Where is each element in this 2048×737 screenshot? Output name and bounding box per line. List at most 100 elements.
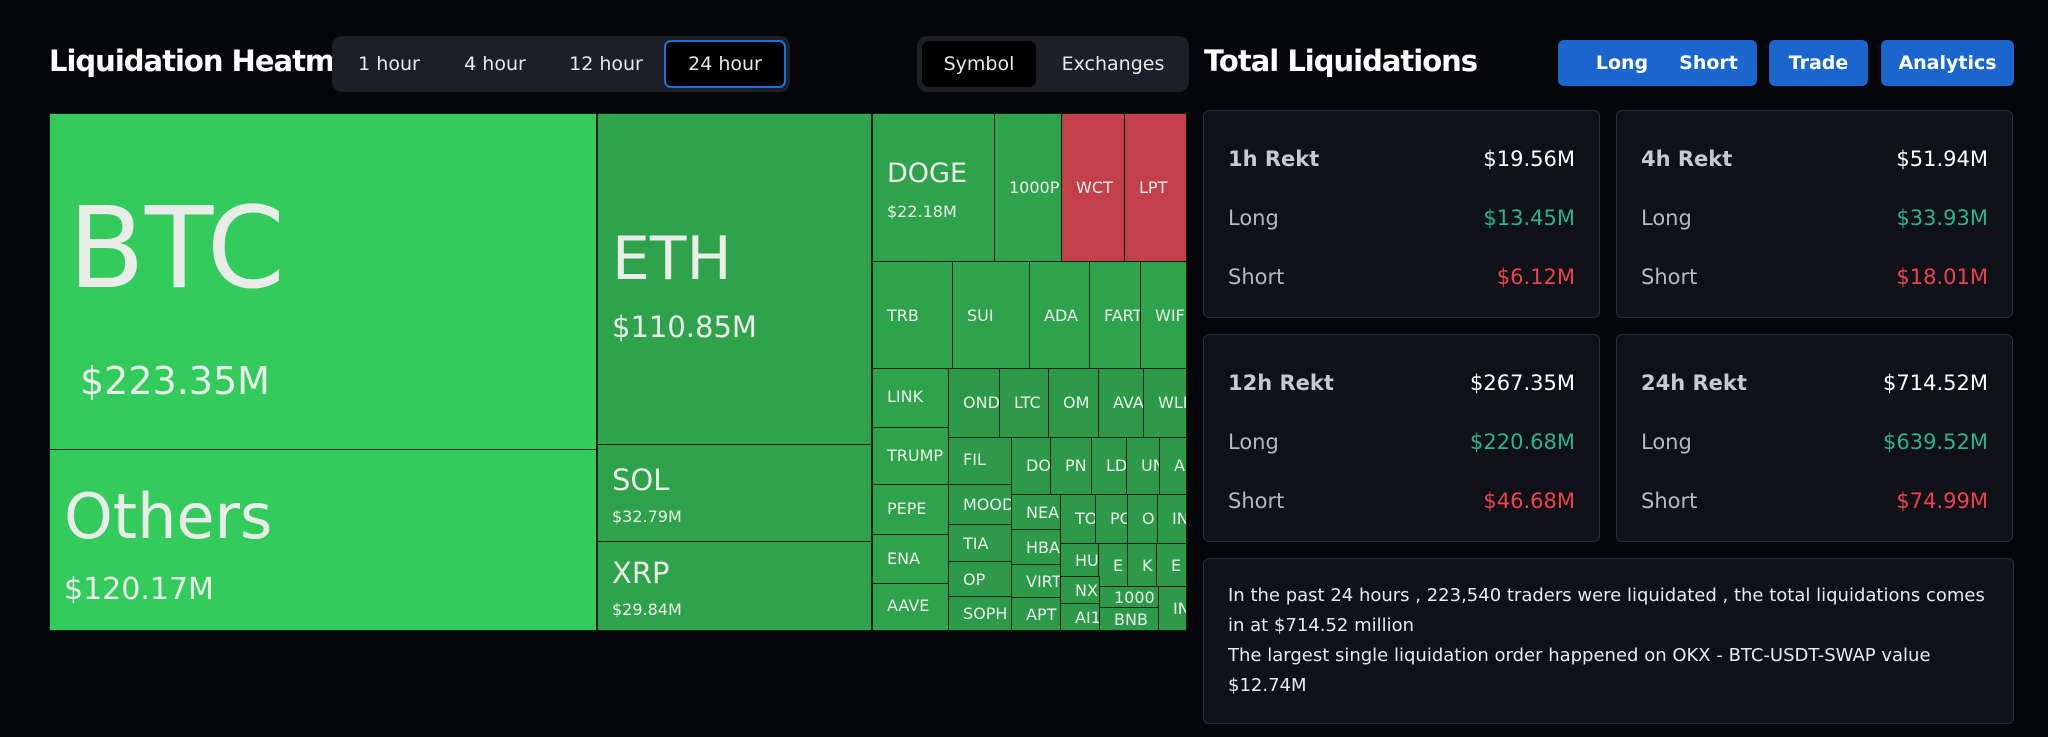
card-label: 12h Rekt <box>1228 371 1334 395</box>
heatmap-cell-hu[interactable]: HU <box>1060 543 1099 577</box>
heatmap-cell-btc[interactable]: BTC $223.35M <box>49 113 597 450</box>
heatmap-cell-1000[interactable]: 1000 <box>1099 586 1159 608</box>
heatmap-cell-in[interactable]: IN <box>1158 586 1187 631</box>
card-label: 1h Rekt <box>1228 147 1320 171</box>
heatmap-cell-doge[interactable]: DOGE $22.18M <box>872 113 995 262</box>
long-value: $13.45M <box>1483 206 1575 230</box>
card-total: $51.94M <box>1896 147 1988 171</box>
cell-symbol: E <box>1113 556 1124 575</box>
cell-symbol: PEPE <box>887 499 927 518</box>
heatmap-cell-link[interactable]: LINK <box>872 368 949 428</box>
cell-symbol: DOGE <box>887 158 968 189</box>
heatmap-cell-pn[interactable]: PN <box>1050 437 1092 495</box>
card-label: 4h Rekt <box>1641 147 1733 171</box>
heatmap-cell-wld[interactable]: WLD <box>1143 368 1187 438</box>
heatmap-cell-eth[interactable]: ETH $110.85M <box>597 113 872 445</box>
cell-symbol: WIF <box>1155 306 1185 325</box>
heatmap-cell-soph[interactable]: SOPH <box>948 596 1012 631</box>
tab-24-hour[interactable]: 24 hour <box>664 40 786 88</box>
heatmap-cell-lpt[interactable]: LPT <box>1124 113 1187 262</box>
heatmap-cell-ond[interactable]: OND <box>948 368 1000 438</box>
heatmap-cell-nx[interactable]: NX <box>1060 576 1100 604</box>
tab-exchanges[interactable]: Exchanges <box>1061 53 1165 75</box>
heatmap-cell-fart[interactable]: FART <box>1089 261 1141 369</box>
heatmap-cell-to[interactable]: TO <box>1060 494 1096 544</box>
cell-amount: $29.84M <box>612 600 682 619</box>
summary-line-1: In the past 24 hours , 223,540 traders w… <box>1228 585 1985 636</box>
cell-symbol: 1000 <box>1114 588 1155 607</box>
short-button[interactable]: Short <box>1660 40 1757 86</box>
heatmap-cell-ava[interactable]: AVA <box>1098 368 1144 438</box>
long-value: $220.68M <box>1470 430 1575 454</box>
heatmap-cell-virt[interactable]: VIRT <box>1011 564 1061 598</box>
rekt-card-4h: 4h Rekt $51.94M Long $33.93M Short $18.0… <box>1616 110 2013 318</box>
cell-symbol: LPT <box>1139 178 1168 197</box>
heatmap-cell-pepe[interactable]: PEPE <box>872 484 949 535</box>
cell-symbol: BNB <box>1114 610 1148 629</box>
heatmap-cell-ai1[interactable]: AI1 <box>1060 603 1100 631</box>
heatmap-cell-ar[interactable]: AR <box>1159 437 1187 495</box>
heatmap-cell-hba[interactable]: HBA <box>1011 529 1061 565</box>
cell-symbol: HU <box>1075 551 1099 570</box>
tab-4-hour[interactable]: 4 hour <box>464 53 526 75</box>
card-total: $19.56M <box>1483 147 1575 171</box>
cell-symbol: PN <box>1065 456 1087 475</box>
long-label: Long <box>1641 206 1692 230</box>
heatmap-cell-om[interactable]: OM <box>1048 368 1099 438</box>
heatmap-cell-tia[interactable]: TIA <box>948 524 1012 562</box>
cell-symbol: SOPH <box>963 604 1008 623</box>
cell-symbol: LD <box>1106 456 1127 475</box>
trade-button[interactable]: Trade <box>1769 40 1868 86</box>
heatmap-cell-k[interactable]: K <box>1127 543 1157 587</box>
heatmap-cell-fil[interactable]: FIL <box>948 437 1012 485</box>
long-label: Long <box>1641 430 1692 454</box>
tab-1-hour[interactable]: 1 hour <box>358 53 420 75</box>
heatmap-cell-wct[interactable]: WCT <box>1061 113 1125 262</box>
cell-symbol: TRB <box>887 306 919 325</box>
heatmap-cell-1000p[interactable]: 1000P <box>994 113 1062 262</box>
cell-symbol: ETH <box>612 224 732 294</box>
summary-line-2: The largest single liquidation order hap… <box>1228 645 1931 696</box>
view-toggle: Symbol Exchanges <box>917 36 1189 92</box>
heatmap-cell-un[interactable]: UN <box>1126 437 1160 495</box>
heatmap-cell-mood[interactable]: MOOD <box>948 484 1012 525</box>
analytics-button[interactable]: Analytics <box>1881 40 2014 86</box>
heatmap-cell-apt[interactable]: APT <box>1011 597 1061 631</box>
heatmap-cell-ld[interactable]: LD <box>1091 437 1127 495</box>
cell-symbol: TO <box>1075 509 1096 528</box>
tab-symbol[interactable]: Symbol <box>922 41 1036 87</box>
rekt-card-1h: 1h Rekt $19.56M Long $13.45M Short $6.12… <box>1203 110 1600 318</box>
heatmap-cell-nea[interactable]: NEA <box>1011 494 1061 530</box>
card-total: $267.35M <box>1470 371 1575 395</box>
heatmap-cell-sui[interactable]: SUI <box>952 261 1030 369</box>
heatmap-cell-wif[interactable]: WIF <box>1140 261 1187 369</box>
heatmap-cell-aave[interactable]: AAVE <box>872 583 949 631</box>
heatmap-cell-in[interactable]: IN <box>1157 494 1187 544</box>
heatmap-cell-e[interactable]: E <box>1098 543 1128 587</box>
cell-symbol: MOOD <box>963 495 1012 514</box>
cell-symbol: DO <box>1026 456 1051 475</box>
short-label: Short <box>1641 265 1698 289</box>
cell-symbol: OND <box>963 393 1000 412</box>
cell-symbol: O <box>1142 509 1155 528</box>
heatmap-cell-ltc[interactable]: LTC <box>999 368 1049 438</box>
heatmap-cell-op[interactable]: OP <box>948 561 1012 597</box>
card-total: $714.52M <box>1883 371 1988 395</box>
heatmap-cell-ada[interactable]: ADA <box>1029 261 1090 369</box>
liquidation-summary: In the past 24 hours , 223,540 traders w… <box>1203 558 2014 724</box>
cell-symbol: WLD <box>1158 393 1186 412</box>
heatmap-cell-do[interactable]: DO <box>1011 437 1051 495</box>
cell-symbol: LTC <box>1014 393 1041 412</box>
heatmap-cell-po[interactable]: PO <box>1095 494 1128 544</box>
tab-12-hour[interactable]: 12 hour <box>569 53 643 75</box>
heatmap-cell-e[interactable]: E <box>1156 543 1187 587</box>
heatmap-cell-trump[interactable]: TRUMP <box>872 427 949 485</box>
heatmap-cell-others[interactable]: Others $120.17M <box>49 449 597 631</box>
heatmap-cell-o[interactable]: O <box>1127 494 1158 544</box>
heatmap-cell-trb[interactable]: TRB <box>872 261 953 369</box>
heatmap-cell-sol[interactable]: SOL $32.79M <box>597 444 872 542</box>
heatmap-cell-xrp[interactable]: XRP $29.84M <box>597 541 872 631</box>
long-label: Long <box>1228 206 1279 230</box>
heatmap-cell-bnb[interactable]: BNB <box>1099 607 1159 631</box>
heatmap-cell-ena[interactable]: ENA <box>872 534 949 584</box>
